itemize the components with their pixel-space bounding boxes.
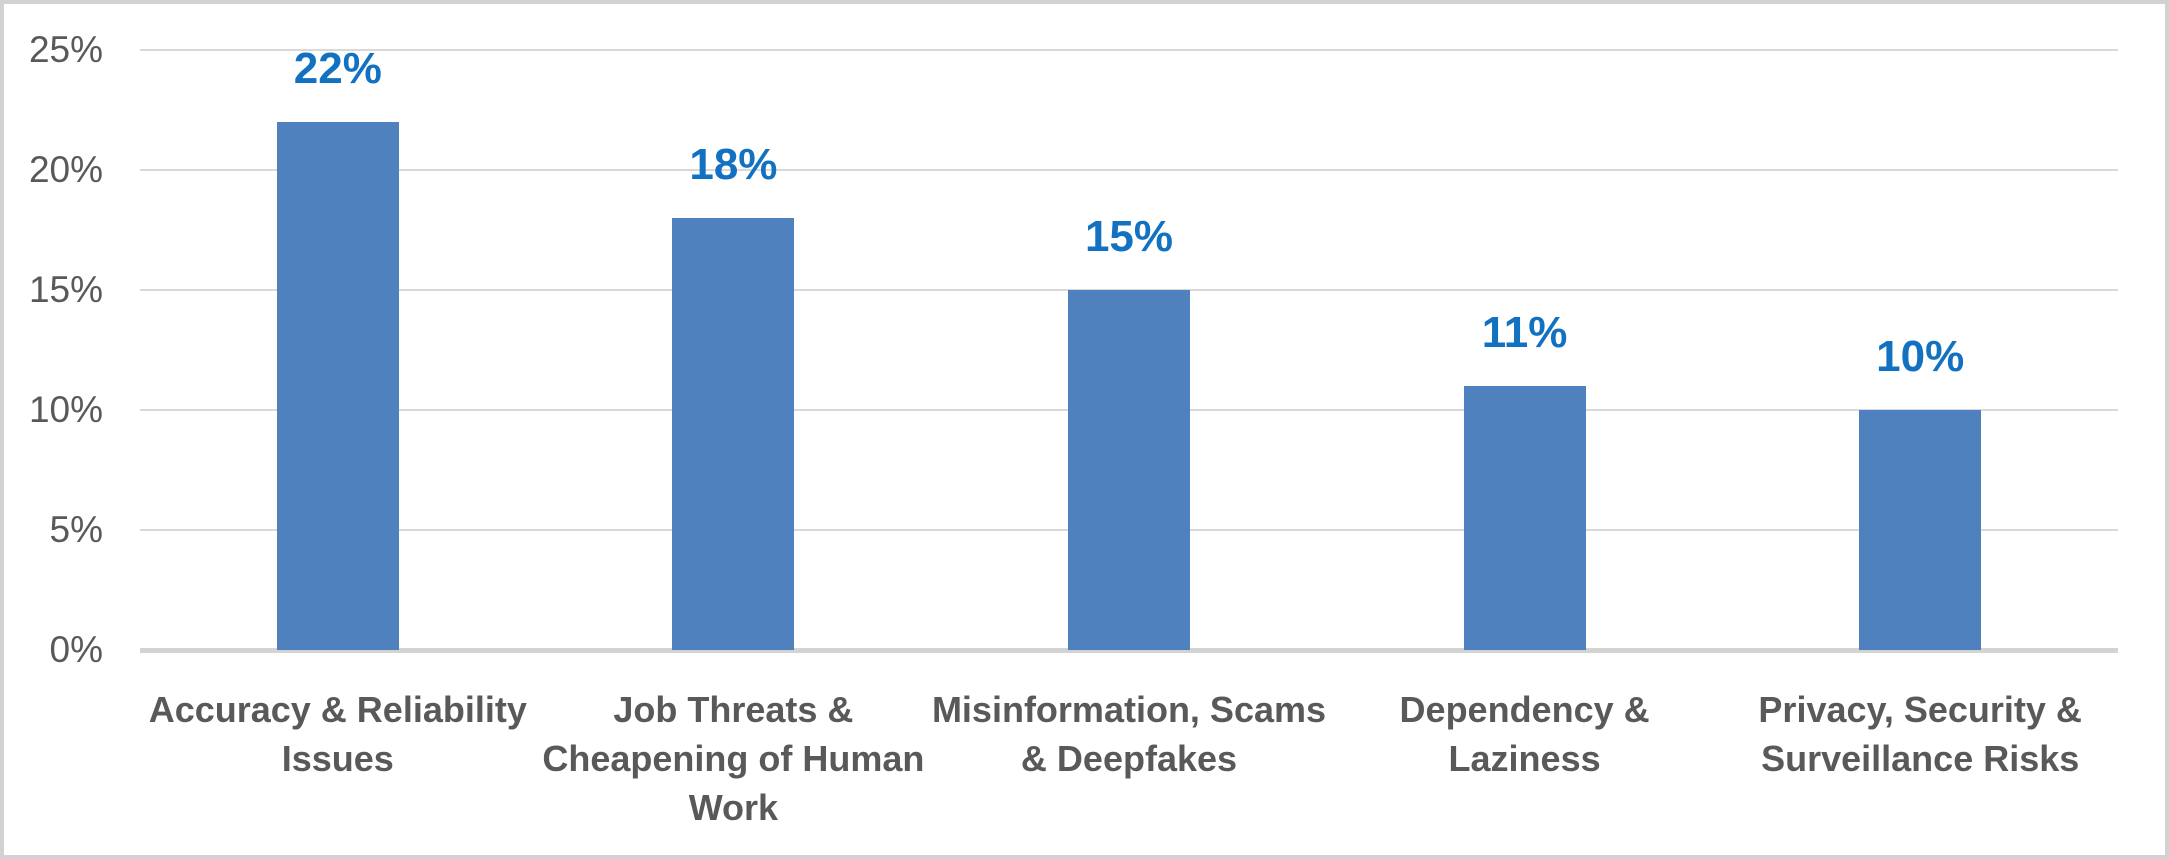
category-label: Dependency & Laziness [1399, 689, 1650, 779]
y-axis-tick-label: 25% [28, 29, 103, 70]
gridline-20% [140, 169, 2118, 171]
bar-value-label: 18% [689, 140, 778, 189]
bar-slot: 11% [1327, 50, 1723, 650]
y-axis-tick-label: 0% [49, 629, 103, 670]
plot-area: 22% 18% 15% 11% 10% [140, 44, 2118, 653]
category-label: Accuracy & Reliability Issues [148, 689, 527, 779]
y-axis-tick-label: 5% [49, 509, 103, 550]
category-label: Job Threats & Cheapening of Human Work [542, 689, 925, 828]
category-label: Privacy, Security & Surveillance Risks [1758, 689, 2082, 779]
y-axis-tick-label: 15% [28, 269, 103, 310]
bar-4 [1463, 386, 1586, 650]
bar-slot: 10% [1722, 50, 2118, 650]
bar-value-label: 10% [1876, 332, 1965, 381]
bar-slot: 22% [140, 44, 536, 650]
bar-3 [1067, 290, 1190, 650]
y-axis-tick-label: 20% [28, 149, 103, 190]
x-axis-line [140, 648, 2118, 653]
bar-5 [1859, 410, 1982, 650]
bar-value-label: 11% [1481, 308, 1568, 357]
bar-2 [672, 218, 795, 650]
bar-value-label: 22% [293, 44, 382, 93]
y-axis-tick-label: 10% [28, 389, 103, 430]
bar-1 [276, 122, 399, 650]
bar-slot: 18% [536, 50, 932, 650]
category-label: Misinformation, Scams & Deepfakes [931, 689, 1327, 779]
bar-value-label: 15% [1084, 212, 1174, 261]
gridline-25% [140, 49, 2118, 51]
bar-slot: 15% [931, 50, 1327, 650]
